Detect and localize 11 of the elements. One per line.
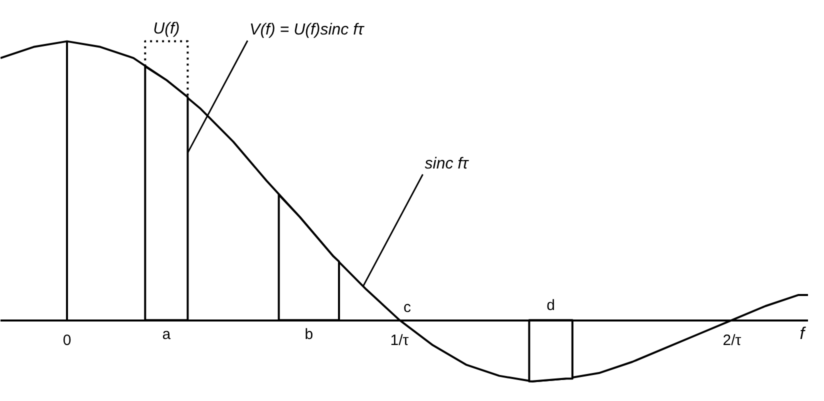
series-label: a xyxy=(162,326,172,344)
annotation: V(f) = U(f)sinc fτ xyxy=(250,22,365,39)
x-tick-label: 0 xyxy=(62,332,72,350)
series-label: d xyxy=(546,297,555,314)
series-label: b xyxy=(304,326,314,344)
x-axis-title: f xyxy=(800,324,807,344)
x-tick-label: 1/τ xyxy=(390,332,409,350)
annotation: c xyxy=(404,299,412,316)
x-tick-label: 2/τ xyxy=(722,332,742,350)
annotation: sinc fτ xyxy=(424,155,470,172)
series-label: U(f) xyxy=(153,20,180,38)
